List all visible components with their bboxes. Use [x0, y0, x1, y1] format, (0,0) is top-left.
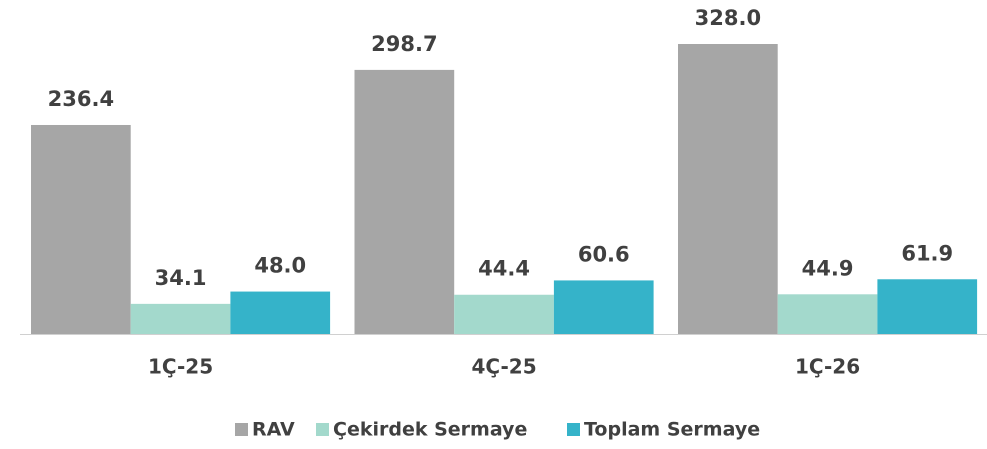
- value-label: 236.4: [48, 87, 114, 111]
- bar: [354, 69, 455, 334]
- category-label: 4Ç-25: [471, 355, 536, 379]
- bar: [777, 294, 878, 334]
- value-label: 60.6: [578, 242, 630, 266]
- legend-label: RAV: [252, 419, 295, 441]
- value-label: 34.1: [155, 266, 207, 290]
- value-label: 44.4: [478, 257, 530, 281]
- legend-swatch: [567, 423, 580, 436]
- bar: [877, 279, 978, 334]
- legend-swatch: [316, 423, 329, 436]
- bar: [230, 291, 331, 334]
- bar: [31, 124, 131, 334]
- value-label: 44.9: [802, 256, 854, 280]
- bar: [454, 294, 554, 334]
- value-label: 298.7: [371, 32, 437, 56]
- category-label: 1Ç-26: [795, 355, 860, 379]
- bar: [678, 44, 778, 334]
- value-label: 61.9: [901, 241, 953, 265]
- legend-label: Çekirdek Sermaye: [333, 419, 527, 441]
- legend-label: Toplam Sermaye: [584, 419, 760, 441]
- bar: [130, 303, 231, 334]
- value-label: 328.0: [695, 6, 761, 30]
- bar: [553, 280, 654, 334]
- category-label: 1Ç-25: [148, 355, 213, 379]
- value-label: 48.0: [254, 254, 306, 278]
- legend-swatch: [235, 423, 248, 436]
